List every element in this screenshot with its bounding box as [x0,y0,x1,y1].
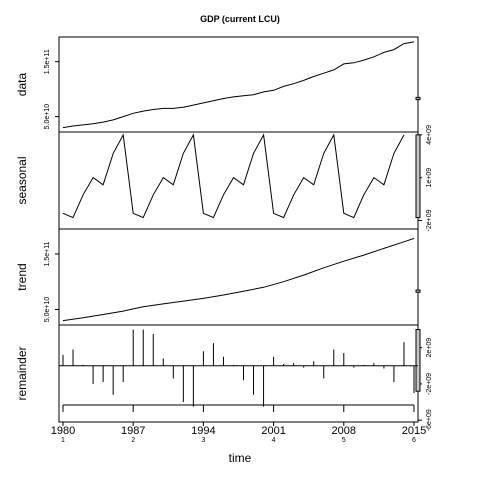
y-axis-label: data [15,72,29,96]
x-tick-label: 2001 [261,425,285,437]
series-line [62,237,415,322]
panel-frame [58,228,419,326]
y-tick-label: 5.0e+10 [44,297,51,323]
y-tick-label: -2e+09 [426,373,433,395]
x-tick-sublabel: 3 [201,437,205,444]
range-bar [415,289,421,293]
y-tick-label: 2e+09 [426,338,433,358]
y-axis-label: seasonal [15,156,29,204]
panels: data 5.0e+10 1.5e+11 seasonal 4e+09 1e+09 -2e+… [15,36,433,431]
x-tick-sublabel: 4 [272,437,276,444]
y-tick-label: 5.0e+10 [44,104,51,130]
chart-title: GDP (current LCU) [200,14,280,24]
x-tick-label: 1994 [191,425,215,437]
panel-data: data 5.0e+10 1.5e+11 [15,36,421,133]
y-tick-label: 4e+09 [426,125,433,145]
x-tick-label: 1987 [121,425,145,437]
series-line [62,133,405,219]
panel-seasonal: seasonal 4e+09 1e+09 -2e+09 [15,125,433,232]
range-bar [415,134,421,219]
y-axis-label: remainder [15,346,29,400]
y-tick-label: -2e+09 [426,209,433,231]
range-bar [415,329,421,392]
panel-frame [58,131,419,230]
x-tick-sublabel: 2 [131,437,135,444]
x-tick-sublabel: 5 [342,437,346,444]
x-tick-label: 2015 [402,425,426,437]
x-tick-sublabel: 1 [61,437,65,444]
y-axis-label: trend [15,263,29,290]
panel-remainder: remainder 2e+09 -2e+09 -6e+09 [15,324,433,431]
y-tick-label: -6e+09 [426,409,433,431]
x-tick-label: 2008 [332,425,356,437]
panel-trend: trend 5.0e+10 1.5e+11 [15,228,421,326]
x-tick-sublabel: 6 [412,437,416,444]
y-tick-label: 1.5e+11 [44,241,51,266]
series-line [62,41,415,129]
panel-frame [58,36,419,133]
x-axis-label: time [229,451,252,465]
y-tick-label: 1.5e+11 [44,49,51,74]
range-bar [415,96,421,101]
x-tick-label: 1980 [51,425,75,437]
y-tick-label: 1e+09 [426,168,433,188]
